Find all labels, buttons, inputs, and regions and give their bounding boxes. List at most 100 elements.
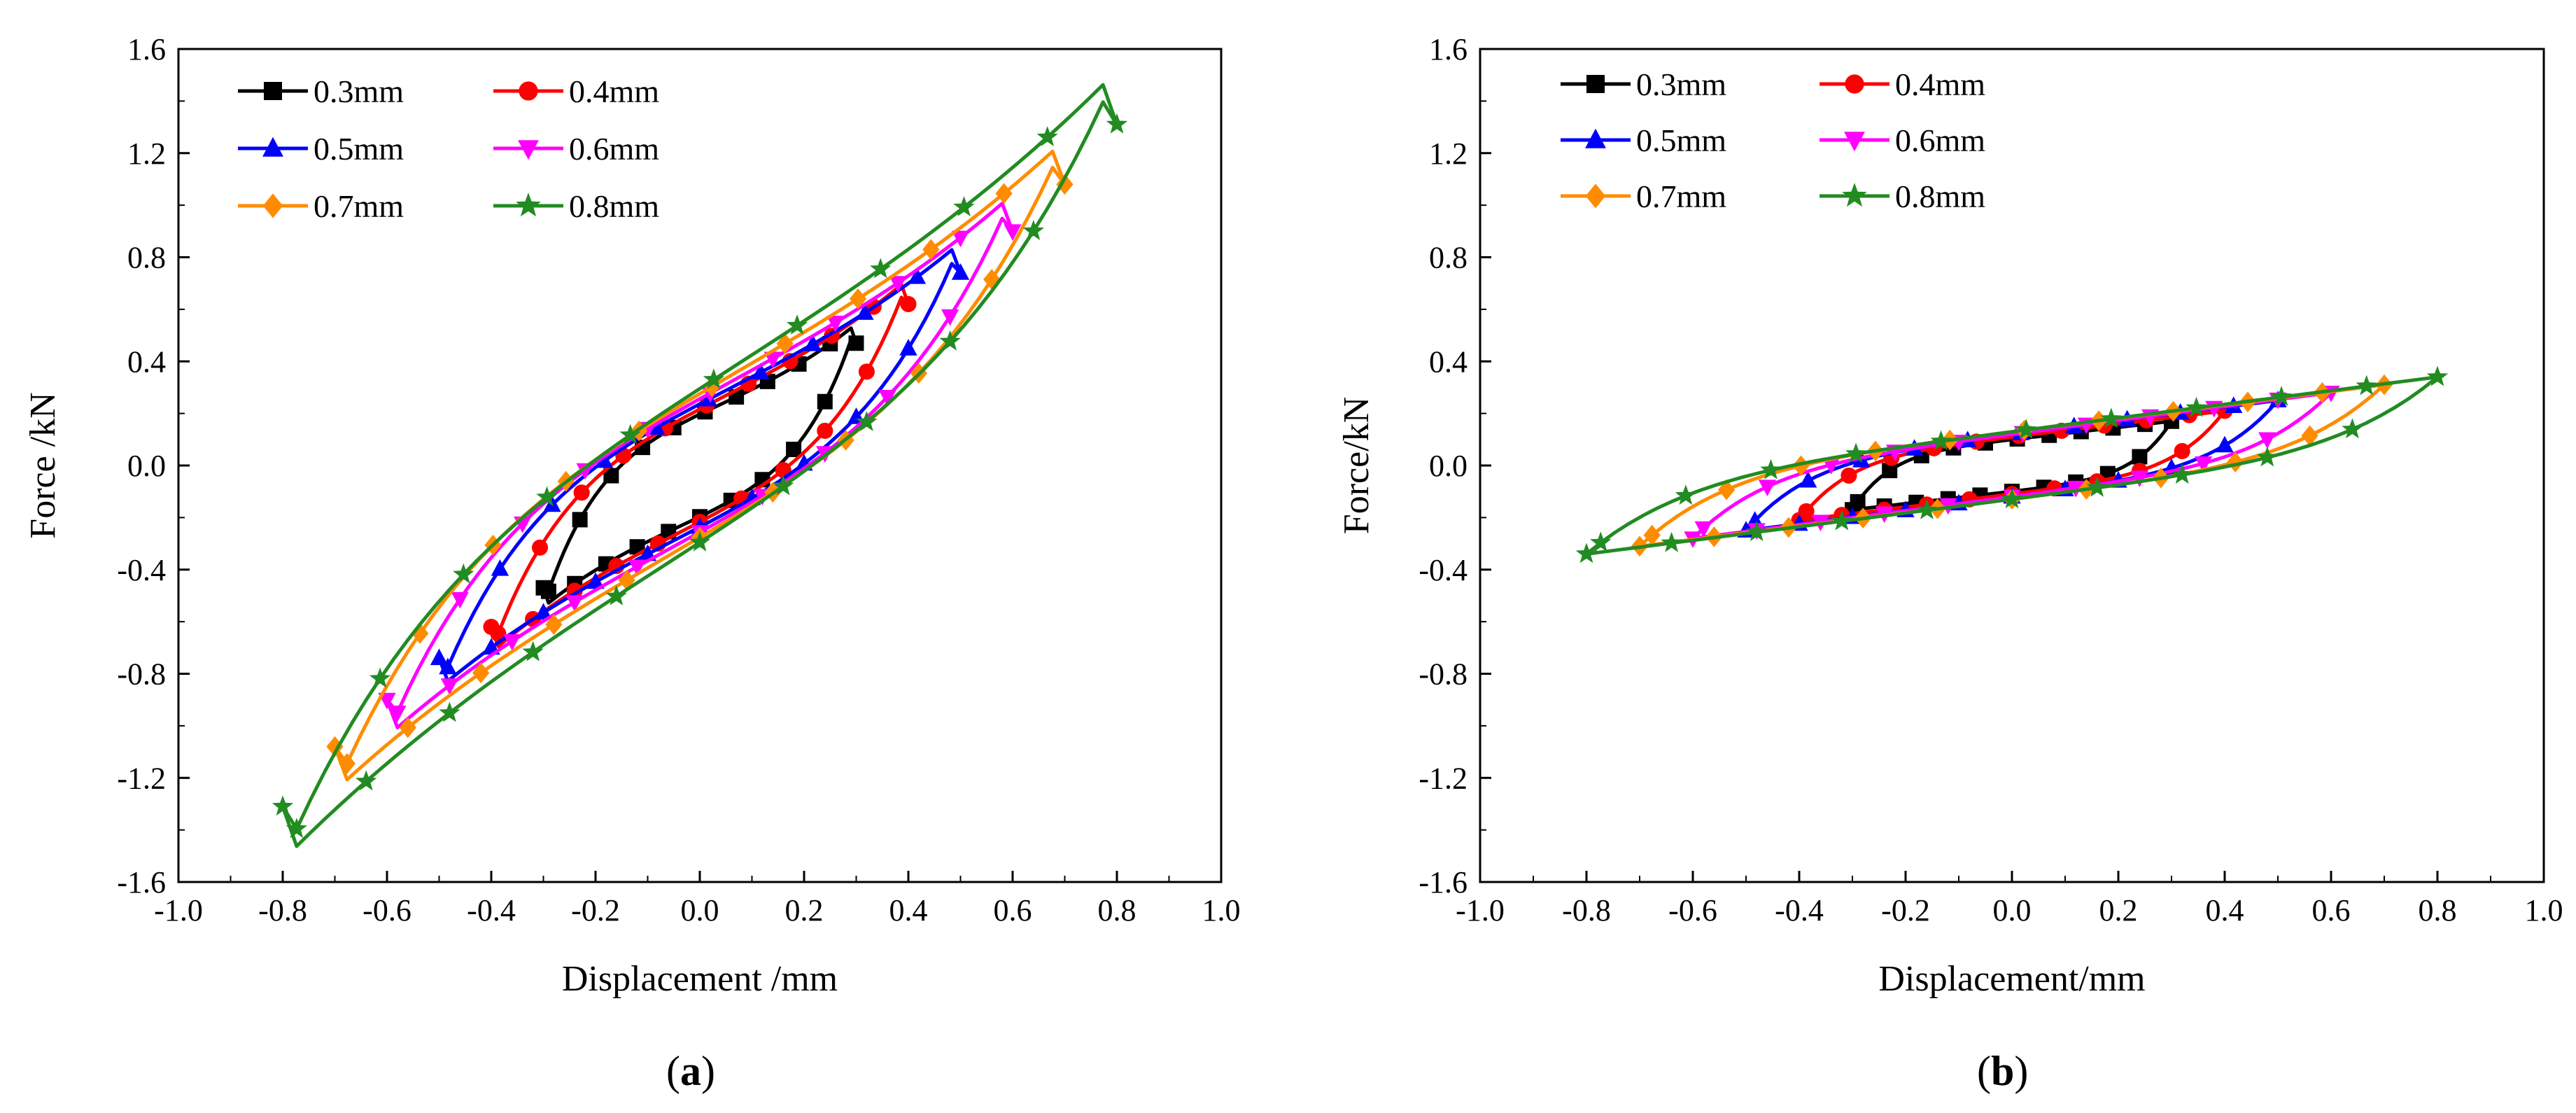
marker-star bbox=[1916, 499, 1938, 519]
marker-star bbox=[522, 640, 544, 662]
marker-star bbox=[536, 486, 558, 507]
marker-triangle-up bbox=[439, 657, 457, 675]
x-tick-label: 1.0 bbox=[2525, 893, 2563, 927]
marker-star bbox=[453, 563, 474, 584]
x-tick-label: -0.2 bbox=[1881, 893, 1930, 927]
marker-star bbox=[2256, 446, 2278, 467]
legend-label: 0.7mm bbox=[314, 188, 404, 224]
marker-star bbox=[516, 192, 541, 217]
series-0.6mm bbox=[378, 202, 1022, 729]
marker-star bbox=[1845, 442, 1867, 463]
y-tick-label: 0.8 bbox=[1429, 241, 1468, 275]
series-line bbox=[333, 149, 1067, 782]
marker-circle bbox=[1840, 467, 1857, 484]
plot-frame bbox=[1479, 48, 2545, 883]
y-tick-label: 1.2 bbox=[1429, 136, 1468, 171]
legend-item: 0.6mm bbox=[493, 131, 659, 167]
marker-triangle-down bbox=[941, 309, 959, 326]
legend-label: 0.4mm bbox=[569, 74, 659, 109]
legend-label: 0.5mm bbox=[1636, 122, 1726, 158]
marker-star bbox=[2015, 419, 2037, 440]
marker-triangle-up bbox=[752, 363, 770, 379]
marker-star bbox=[369, 667, 391, 688]
legend-item: 0.4mm bbox=[1820, 66, 1985, 102]
marker-triangle-down bbox=[1758, 479, 1777, 496]
marker-square bbox=[786, 441, 802, 457]
marker-star bbox=[605, 585, 627, 606]
marker-triangle-down bbox=[826, 316, 845, 332]
x-tick-label: 0.8 bbox=[2419, 893, 2457, 927]
legend-label: 0.8mm bbox=[569, 188, 659, 224]
x-tick-label: 1.0 bbox=[1202, 893, 1241, 927]
marker-star bbox=[1661, 531, 1682, 552]
marker-star bbox=[2086, 476, 2108, 497]
marker-star bbox=[1590, 531, 1612, 552]
legend: 0.3mm 0.4mm 0.5mm 0.6mm 0.7mm 0.8mm bbox=[238, 74, 659, 224]
marker-star bbox=[286, 818, 307, 839]
legend-item: 0.3mm bbox=[238, 74, 404, 109]
marker-star bbox=[2270, 386, 2293, 407]
marker-diamond bbox=[922, 239, 940, 260]
marker-star bbox=[1930, 430, 1952, 451]
x-tick-label: 0.2 bbox=[2099, 893, 2138, 927]
marker-diamond bbox=[411, 623, 429, 644]
marker-diamond bbox=[472, 662, 490, 684]
marker-triangle-down bbox=[565, 595, 584, 612]
panel-label-open: ( bbox=[1977, 1048, 1991, 1094]
marker-star bbox=[1842, 183, 1867, 207]
marker-diamond bbox=[399, 717, 416, 738]
marker-star bbox=[1746, 521, 1768, 542]
marker-star bbox=[619, 424, 641, 444]
x-tick-label: -0.8 bbox=[258, 893, 307, 927]
x-tick-label: 0.2 bbox=[785, 893, 824, 927]
marker-triangle-down bbox=[2194, 456, 2213, 473]
chart-panel-a: -1.0 -0.8 -0.6 -0.4 -0.2 0.0 0.2 0.4 0.6 0.8 1.0 -… bbox=[23, 32, 1241, 1094]
marker-square bbox=[1882, 463, 1898, 479]
y-tick-label: -1.6 bbox=[1419, 865, 1468, 899]
x-tick-label: 0.4 bbox=[889, 893, 928, 927]
marker-star bbox=[2426, 365, 2449, 386]
x-tick-label: 0.0 bbox=[1993, 893, 2032, 927]
legend-label: 0.5mm bbox=[314, 131, 404, 167]
x-tick-label: 0.6 bbox=[2312, 893, 2351, 927]
y-axis-ticks: -1.6 -1.2 -0.8 -0.4 0.0 0.4 0.8 1.2 1.6 bbox=[1419, 32, 1491, 899]
marker-star bbox=[356, 770, 377, 791]
marker-triangle-down bbox=[2258, 432, 2276, 449]
x-axis-title: Displacement/mm bbox=[1878, 959, 2145, 999]
marker-triangle-up bbox=[2216, 435, 2234, 453]
x-tick-label: -0.2 bbox=[571, 893, 620, 927]
series-layer bbox=[1575, 365, 2449, 564]
marker-square bbox=[264, 82, 282, 100]
marker-circle bbox=[817, 422, 833, 439]
marker-star bbox=[689, 531, 711, 552]
legend-item: 0.3mm bbox=[1561, 66, 1726, 102]
y-tick-label: -0.4 bbox=[1419, 553, 1468, 587]
legend-item: 0.8mm bbox=[1820, 178, 1985, 214]
marker-triangle-down bbox=[1004, 224, 1022, 241]
marker-triangle-up bbox=[899, 339, 917, 356]
marker-triangle-down bbox=[763, 351, 782, 369]
panel-label-letter: b bbox=[1991, 1048, 2014, 1094]
marker-triangle-down bbox=[388, 706, 407, 722]
marker-star bbox=[439, 701, 460, 722]
legend-item: 0.4mm bbox=[493, 74, 659, 109]
marker-star bbox=[786, 314, 808, 335]
legend-item: 0.7mm bbox=[238, 188, 404, 224]
y-tick-label: 0.0 bbox=[1429, 449, 1468, 483]
marker-diamond bbox=[338, 752, 356, 774]
series-0.5mm bbox=[430, 248, 970, 683]
series-0.8mm bbox=[272, 83, 1128, 848]
marker-diamond bbox=[995, 183, 1013, 204]
panel-label: (a) bbox=[666, 1048, 715, 1094]
legend-item: 0.5mm bbox=[238, 131, 404, 167]
marker-circle bbox=[519, 81, 538, 101]
marker-star bbox=[773, 475, 794, 496]
marker-star bbox=[1022, 220, 1044, 240]
marker-star bbox=[2001, 488, 2023, 509]
marker-square bbox=[848, 335, 864, 351]
y-tick-label: -0.4 bbox=[117, 553, 166, 587]
marker-diamond bbox=[1585, 183, 1606, 209]
marker-triangle-up bbox=[586, 572, 605, 589]
x-tick-label: 0.8 bbox=[1098, 893, 1136, 927]
